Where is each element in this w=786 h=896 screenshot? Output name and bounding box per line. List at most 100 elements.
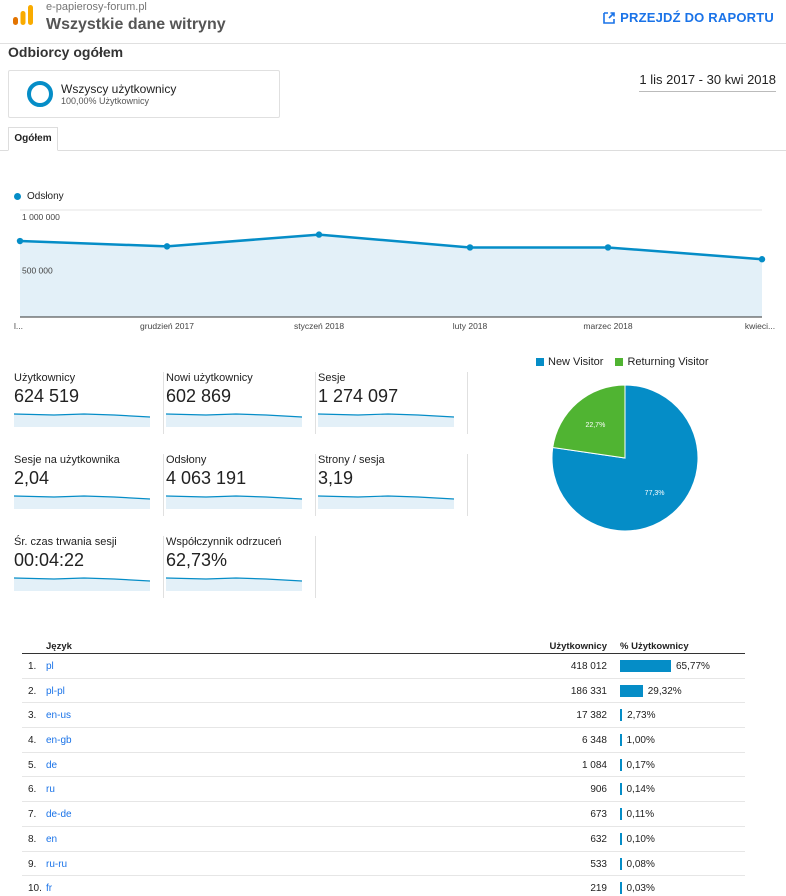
- table-row: 9. ru-ru 533 0,08%: [22, 852, 745, 877]
- pie-slice: [552, 384, 626, 459]
- metric-value: 62,73%: [166, 550, 228, 570]
- row-users: 1 084: [581, 759, 607, 771]
- header-users[interactable]: Użytkownicy: [549, 641, 607, 652]
- pct-bar: [620, 808, 622, 821]
- metric-value: 1 274 097: [318, 386, 399, 406]
- y-tick-label: 1 000 000: [22, 212, 60, 222]
- legend-square-icon: [536, 358, 544, 366]
- row-pct: 0,14%: [626, 784, 655, 796]
- metric-label: Odsłony: [166, 454, 207, 466]
- language-link[interactable]: en: [46, 833, 58, 845]
- pie-legend-new-label: New Visitor: [548, 356, 604, 368]
- row-users: 186 331: [570, 685, 607, 697]
- metric-value: 624 519: [14, 386, 80, 406]
- series-area: [20, 234, 762, 317]
- tab-overview[interactable]: Ogółem: [8, 127, 58, 151]
- row-pct: 1,00%: [626, 735, 655, 747]
- row-pct: 0,17%: [626, 759, 655, 771]
- x-tick-label: styczeń 2018: [294, 321, 344, 331]
- language-link[interactable]: en-us: [46, 710, 72, 722]
- row-number: 6.: [28, 784, 37, 796]
- row-pct: 0,11%: [626, 809, 655, 821]
- row-number: 9.: [28, 858, 37, 870]
- row-users: 632: [590, 833, 607, 845]
- analytics-logo-icon: [13, 5, 33, 25]
- metric-tile[interactable]: Sesje 1 274 097: [318, 372, 468, 434]
- legend-square-icon: [615, 358, 624, 366]
- row-users: 6 348: [581, 735, 607, 747]
- pct-bar: [620, 758, 622, 771]
- row-pct: 0,03%: [626, 883, 655, 895]
- row-number: 1.: [28, 661, 37, 672]
- table-row: 3. en-us 17 382 2,73%: [22, 703, 745, 729]
- metric-sparkline: [166, 413, 302, 427]
- language-link[interactable]: pl-pl: [46, 685, 65, 697]
- y-tick-label: 500 000: [22, 266, 53, 276]
- metric-label: Użytkownicy: [14, 372, 76, 384]
- row-number: 10.: [28, 883, 42, 895]
- language-link[interactable]: en-gb: [46, 735, 72, 747]
- legend-dot-icon: [14, 193, 21, 200]
- data-point: [163, 243, 171, 250]
- language-link[interactable]: de: [46, 759, 58, 771]
- header-language[interactable]: Język: [46, 641, 72, 652]
- pageviews-line-chart: 1 000 000 500 000 l... grudzień 2017 styczeń…: [14, 209, 775, 331]
- metric-sparkline: [14, 577, 150, 591]
- pct-bar: [620, 832, 622, 845]
- language-link[interactable]: ru-ru: [46, 858, 68, 870]
- table-row: 5. de 1 084 0,17%: [22, 753, 745, 778]
- pie-legend: New Visitor Returning Visitor: [536, 356, 709, 368]
- row-number: 2.: [28, 685, 37, 697]
- data-point: [604, 244, 612, 251]
- table-row: 7. de-de 673 0,11%: [22, 802, 745, 827]
- row-number: 3.: [28, 710, 37, 722]
- language-link[interactable]: ru: [46, 784, 55, 796]
- metric-sparkline: [318, 495, 454, 509]
- metric-sparkline: [318, 413, 454, 427]
- row-users: 906: [590, 784, 607, 796]
- row-number: 7.: [28, 809, 37, 821]
- metric-tile[interactable]: Sesje na użytkownika 2,04: [14, 454, 164, 516]
- table-row: 10. fr 219 0,03%: [22, 876, 745, 896]
- metric-value: 2,04: [14, 468, 50, 488]
- row-users: 17 382: [576, 710, 607, 722]
- segment-ring-icon: [27, 81, 53, 107]
- language-link[interactable]: pl: [46, 661, 54, 672]
- table-row: 2. pl-pl 186 331 29,32%: [22, 679, 745, 704]
- pct-bar: [620, 684, 643, 697]
- header-users-pct[interactable]: % Użytkownicy: [620, 641, 689, 652]
- metric-label: Współczynnik odrzuceń: [166, 536, 282, 548]
- metric-tile[interactable]: Nowi użytkownicy 602 869: [166, 372, 316, 434]
- language-link[interactable]: fr: [46, 883, 53, 895]
- row-number: 8.: [28, 833, 37, 845]
- row-pct: 65,77%: [676, 661, 710, 672]
- row-pct: 0,08%: [626, 858, 655, 870]
- pct-bar: [620, 882, 622, 895]
- go-to-report-label: PRZEJDŹ DO RAPORTU: [620, 10, 774, 25]
- open-external-icon: [603, 11, 615, 24]
- metric-tile[interactable]: Użytkownicy 624 519: [14, 372, 164, 434]
- metric-tile[interactable]: Śr. czas trwania sesji 00:04:22: [14, 536, 164, 598]
- pct-bar: [620, 857, 622, 870]
- row-users: 533: [590, 858, 607, 870]
- language-link[interactable]: de-de: [46, 809, 72, 821]
- pie-legend-returning-label: Returning Visitor: [627, 356, 709, 368]
- data-point: [315, 231, 323, 238]
- row-pct: 0,10%: [626, 833, 655, 845]
- series-line: [19, 233, 763, 261]
- tab-divider: [0, 150, 786, 151]
- metric-value: 00:04:22: [14, 550, 85, 570]
- metric-tile[interactable]: Strony / sesja 3,19: [318, 454, 468, 516]
- pct-bar: [620, 734, 622, 747]
- metric-sparkline: [14, 495, 150, 509]
- metric-tile[interactable]: Odsłony 4 063 191: [166, 454, 316, 516]
- site-name: e-papierosy-forum.pl: [46, 1, 147, 13]
- header: e-papierosy-forum.pl Wszystkie dane witr…: [0, 0, 786, 44]
- metric-tile[interactable]: Współczynnik odrzuceń 62,73%: [166, 536, 316, 598]
- metric-label: Śr. czas trwania sesji: [14, 536, 117, 548]
- segment-card[interactable]: Wszyscy użytkownicy 100,00% Użytkownicy: [8, 70, 280, 118]
- date-range-picker[interactable]: 1 lis 2017 - 30 kwi 2018: [639, 72, 776, 92]
- go-to-report-link[interactable]: PRZEJDŹ DO RAPORTU: [602, 10, 774, 25]
- metric-label: Sesje na użytkownika: [14, 454, 120, 466]
- row-users: 673: [590, 809, 607, 821]
